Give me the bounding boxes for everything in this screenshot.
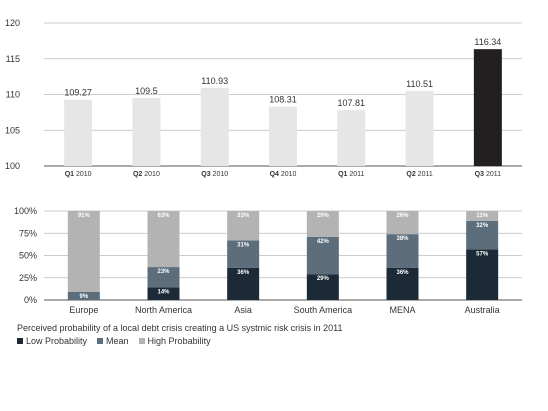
segment-value-label: 14% (157, 290, 170, 296)
regional-stacked-bar-chart: 0% 25% 50% 75% 100% 9% 91% Europe 14% 23% 63% North… (14, 206, 522, 315)
chart-legend: Low Probability Mean High Probability (17, 336, 211, 346)
segment-value-label: 63% (157, 213, 170, 219)
bar-value-label: 116.34 (474, 37, 501, 47)
segment-value-label: 36% (396, 270, 409, 276)
bar-value-label: 109.5 (135, 86, 158, 96)
x-tick-label: Q3 2010 (201, 171, 228, 178)
y-tick-label: 50% (19, 251, 37, 261)
chart-caption: Perceived probability of a local debt cr… (17, 323, 343, 333)
stacked-bar-segment (227, 267, 260, 300)
y-tick-label: 0% (24, 295, 37, 305)
x-tick-label: Q2 2011 (406, 171, 432, 178)
x-tick-label: Q2 2010 (133, 171, 160, 178)
segment-value-label: 9% (79, 294, 88, 300)
segment-value-label: 26% (396, 213, 409, 219)
stacked-bar-segment (306, 236, 339, 275)
legend-swatch (138, 338, 145, 344)
segment-value-label: 11% (476, 213, 488, 219)
bar (200, 87, 229, 166)
segment-value-label: 32% (476, 223, 489, 229)
legend-label: Mean (106, 336, 129, 346)
x-tick-label: Europe (69, 305, 98, 315)
bar (269, 106, 297, 166)
y-tick-label: 75% (19, 228, 37, 238)
stacked-bar-segment (306, 211, 339, 237)
y-tick-label: 115 (6, 54, 20, 64)
x-tick-label: Q1 2010 (65, 171, 92, 178)
x-tick-label: South America (294, 305, 353, 315)
stacked-bar-segment (386, 234, 419, 268)
segment-value-label: 29% (317, 276, 330, 282)
x-tick-label: MENA (389, 305, 415, 315)
stacked-bar-segment (147, 287, 180, 300)
legend-item: Mean (97, 336, 129, 346)
segment-value-label: 33% (237, 213, 250, 219)
quarterly-bar-chart: 100 105 110 115 120 109.27 Q1 2010 109.5 Q2 2010… (5, 18, 522, 178)
bar-value-label: 110.93 (201, 76, 228, 86)
legend-item: Low Probability (17, 336, 87, 346)
segment-value-label: 31% (237, 242, 250, 248)
bar (64, 99, 93, 166)
segment-value-label: 23% (157, 269, 170, 275)
bar (473, 49, 502, 166)
x-tick-label: Q1 2011 (338, 171, 364, 178)
segment-value-label: 38% (396, 236, 409, 242)
bar (337, 110, 366, 166)
stacked-bar-segment (466, 211, 499, 221)
bar (132, 98, 161, 166)
legend-label: Low Probability (26, 336, 88, 346)
legend-item: High Probability (138, 336, 211, 346)
stacked-bar-segment (67, 211, 100, 292)
stacked-bar-segment (227, 240, 260, 268)
stacked-bar-segment (147, 267, 180, 288)
stacked-bar-segment (386, 267, 419, 300)
stacked-bar-segment (147, 211, 180, 268)
stacked-bar-segment (306, 274, 339, 300)
legend-swatch (97, 338, 104, 344)
legend-label: High Probability (147, 336, 211, 346)
segment-value-label: 29% (317, 213, 330, 219)
segment-value-label: 91% (78, 213, 91, 219)
bar-value-label: 107.81 (338, 98, 366, 108)
x-tick-label: Q3 2011 (475, 171, 501, 178)
bar-value-label: 109.27 (64, 88, 92, 98)
legend-swatch (17, 338, 23, 344)
bar-value-label: 108.31 (269, 95, 297, 105)
stacked-bar-segment (227, 211, 260, 241)
y-tick-label: 100 (5, 161, 20, 171)
y-tick-label: 105 (5, 125, 20, 135)
stacked-bar-segment (466, 249, 499, 300)
segment-value-label: 57% (476, 251, 489, 257)
segment-value-label: 36% (237, 270, 250, 276)
bar (405, 90, 434, 166)
y-tick-label: 25% (19, 273, 37, 283)
y-tick-label: 110 (6, 90, 20, 100)
x-tick-label: Asia (234, 305, 252, 315)
segment-value-label: 42% (317, 239, 330, 245)
stacked-bar-segment (386, 211, 419, 235)
y-tick-label: 120 (5, 18, 20, 28)
stacked-bar-segment (466, 220, 499, 250)
y-tick-label: 100% (14, 206, 37, 216)
x-tick-label: North America (135, 305, 192, 315)
stacked-bar-segment (67, 291, 100, 300)
x-tick-label: Australia (465, 305, 500, 315)
x-tick-label: Q4 2010 (270, 171, 297, 178)
bar-value-label: 110.51 (406, 79, 433, 89)
